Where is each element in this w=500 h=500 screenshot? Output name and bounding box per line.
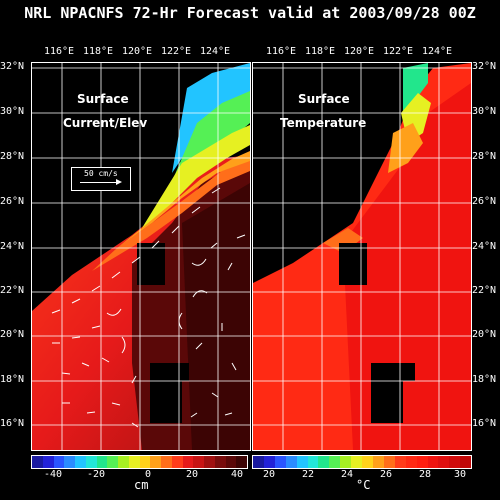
colorbar-swatch	[285, 456, 297, 468]
lat-label: 32°N	[472, 61, 497, 72]
lat-label: 22°N	[0, 285, 25, 296]
lon-label: 118°E	[304, 46, 336, 57]
lat-label: 30°N	[0, 106, 25, 117]
colorbar-swatch	[107, 456, 118, 468]
colorbar-tick: 26	[379, 469, 393, 480]
colorbar-swatch	[171, 456, 183, 468]
colorbar-swatch	[274, 456, 286, 468]
lat-label: 18°N	[0, 374, 25, 385]
colorbar-swatch	[405, 456, 417, 468]
elevation-colorbar	[31, 455, 248, 469]
lon-label: 122°E	[160, 46, 192, 57]
lat-label: 28°N	[472, 151, 497, 162]
lon-label: 124°E	[199, 46, 231, 57]
colorbar-swatch	[193, 456, 204, 468]
colorbar-tick: -40	[43, 469, 63, 480]
current-elevation-map: Surface Current/Elev 50 cm/s	[31, 62, 251, 451]
vector-scale-label: 50 cm/s	[84, 169, 118, 178]
panel-subheading: Temperature	[280, 116, 367, 130]
lat-label: 16°N	[0, 418, 25, 429]
colorbar-swatch	[427, 456, 439, 468]
colorbar-swatch	[449, 456, 461, 468]
colorbar-tick: 24	[340, 469, 354, 480]
lat-label: 20°N	[0, 329, 25, 340]
colorbar-swatch	[236, 456, 247, 468]
colorbar-tick: 40	[230, 469, 244, 480]
lon-label: 116°E	[43, 46, 75, 57]
colorbar-swatch	[128, 456, 140, 468]
colorbar-swatch	[32, 456, 43, 468]
current-elevation-field	[32, 63, 250, 450]
map-title: NRL NPACNFS 72-Hr Forecast valid at 2003…	[24, 4, 476, 22]
colorbar-swatch	[372, 456, 384, 468]
colorbar-unit: cm	[134, 478, 149, 492]
colorbar-swatch	[53, 456, 65, 468]
lat-label: 24°N	[0, 241, 25, 252]
colorbar-swatch	[416, 456, 428, 468]
lat-label: 20°N	[472, 329, 497, 340]
lon-label: 120°E	[343, 46, 375, 57]
colorbar-swatch	[225, 456, 237, 468]
colorbar-swatch	[182, 456, 194, 468]
lat-label: 16°N	[472, 418, 497, 429]
panel-subheading: Current/Elev	[63, 116, 148, 130]
colorbar-swatch	[383, 456, 395, 468]
lon-label: 116°E	[265, 46, 297, 57]
lat-label: 22°N	[472, 285, 497, 296]
colorbar-swatch	[150, 456, 161, 468]
lat-label: 28°N	[0, 151, 25, 162]
panel-heading: Surface	[298, 92, 350, 106]
colorbar-swatch	[253, 456, 264, 468]
colorbar-swatch	[438, 456, 450, 468]
colorbar-swatch	[362, 456, 373, 468]
colorbar-swatch	[340, 456, 352, 468]
lat-label: 26°N	[0, 196, 25, 207]
colorbar-swatch	[96, 456, 108, 468]
lat-label: 26°N	[472, 196, 497, 207]
colorbar-tick: 0	[144, 469, 152, 480]
colorbar-swatch	[329, 456, 341, 468]
lon-label: 120°E	[121, 46, 153, 57]
colorbar-tick: 20	[262, 469, 276, 480]
temperature-field	[253, 63, 471, 450]
colorbar-swatch	[42, 456, 54, 468]
colorbar-swatch	[118, 456, 129, 468]
colorbar-tick: -20	[86, 469, 106, 480]
colorbar-tick: 20	[185, 469, 199, 480]
scale-arrow-shaft	[80, 182, 120, 183]
colorbar-swatch	[139, 456, 151, 468]
colorbar-swatch	[204, 456, 215, 468]
lon-label: 118°E	[82, 46, 114, 57]
colorbar-tick: 30	[453, 469, 467, 480]
colorbar-swatch	[64, 456, 75, 468]
panel-heading: Surface	[77, 92, 129, 106]
temperature-colorbar	[252, 455, 472, 469]
lat-label: 18°N	[472, 374, 497, 385]
colorbar-swatch	[351, 456, 363, 468]
lon-label: 122°E	[382, 46, 414, 57]
colorbar-swatch	[263, 456, 275, 468]
lat-label: 30°N	[472, 106, 497, 117]
colorbar-swatch	[307, 456, 319, 468]
colorbar-tick: 22	[301, 469, 315, 480]
colorbar-swatch	[85, 456, 97, 468]
lat-lon-grid	[32, 63, 250, 450]
lat-label: 32°N	[0, 61, 25, 72]
temperature-map: Surface Temperature	[252, 62, 472, 451]
vector-scale-legend: 50 cm/s	[71, 167, 131, 191]
colorbar-tick: 28	[418, 469, 432, 480]
colorbar-swatch	[75, 456, 86, 468]
colorbar-swatch	[318, 456, 330, 468]
colorbar-swatch	[394, 456, 406, 468]
colorbar-swatch	[214, 456, 226, 468]
lat-label: 24°N	[472, 241, 497, 252]
scale-arrow-head	[116, 179, 122, 185]
lat-lon-grid	[253, 63, 471, 450]
colorbar-swatch	[460, 456, 472, 468]
lon-label: 124°E	[421, 46, 453, 57]
colorbar-swatch	[161, 456, 172, 468]
colorbar-unit: °C	[356, 478, 371, 492]
colorbar-swatch	[296, 456, 308, 468]
